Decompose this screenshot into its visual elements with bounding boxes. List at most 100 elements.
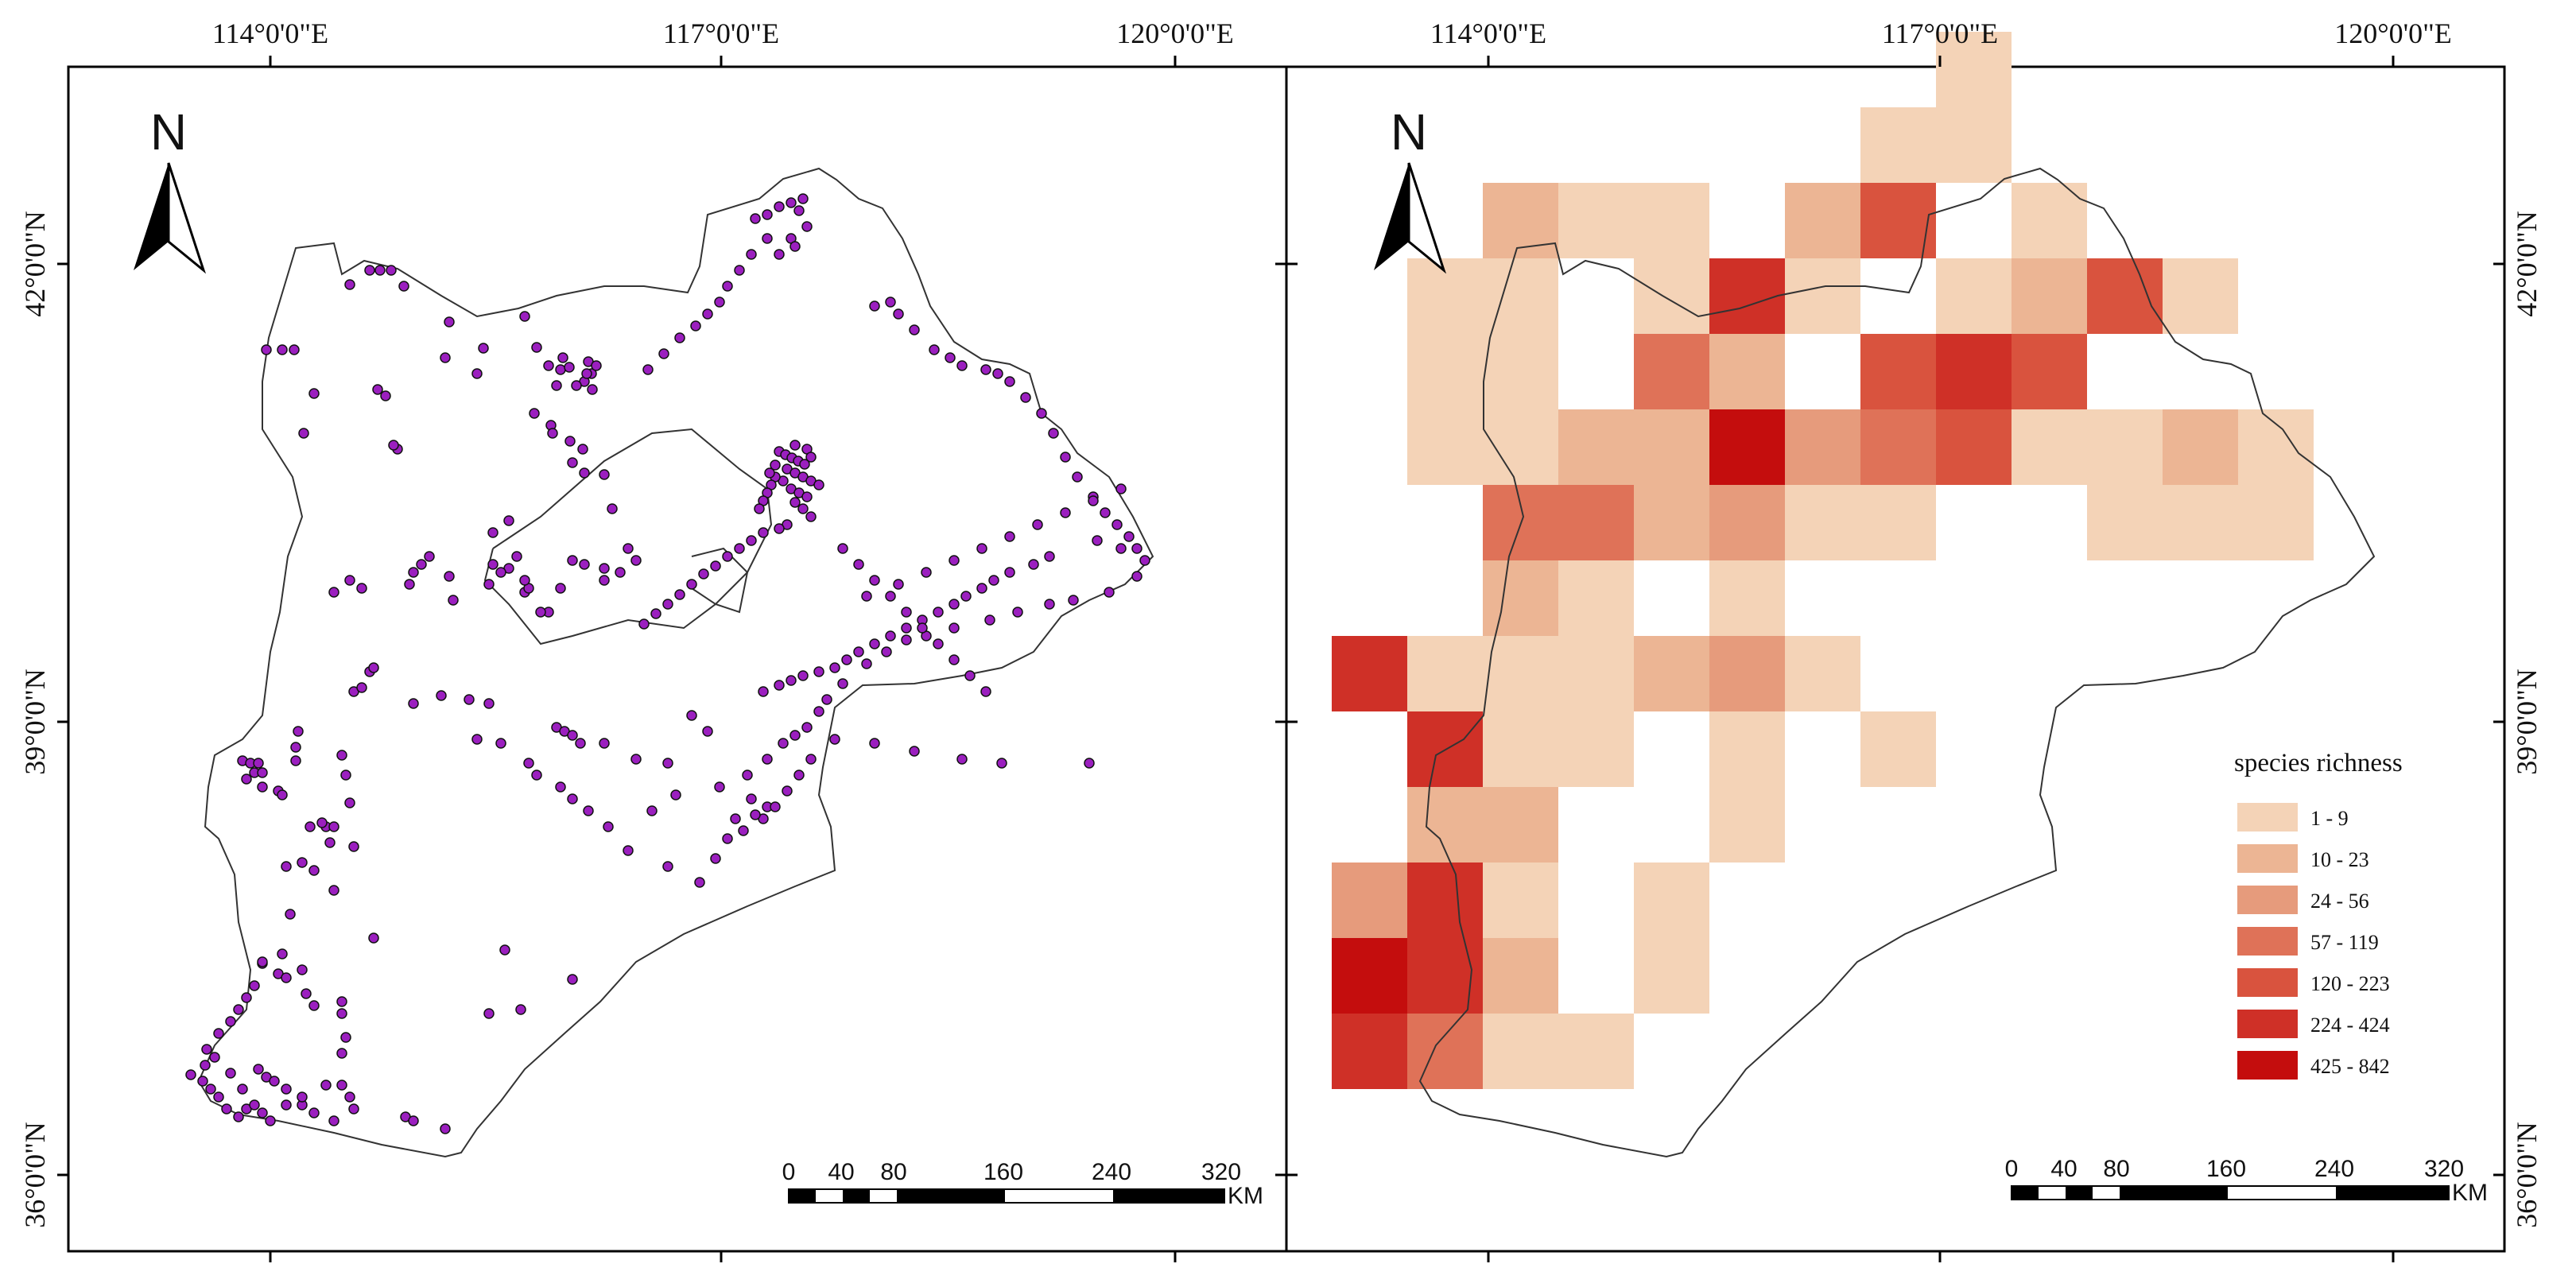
legend-label: 425 - 842 [2310,1055,2390,1078]
occurrence-point [917,622,928,634]
richness-cell [2087,409,2163,485]
richness-cell [1483,636,1558,711]
occurrence-point [1139,555,1150,566]
occurrence-point [557,352,568,363]
occurrence-point [298,428,309,439]
occurrence-point [495,567,506,578]
occurrence-point [408,1115,419,1126]
scale-bar: 0 40 80 160 240 320 KM [782,1159,1263,1209]
occurrence-point [674,589,685,600]
occurrence-point [869,300,880,312]
occurrence-point [658,348,669,359]
occurrence-point [1084,758,1095,769]
richness-cell [1785,183,1860,258]
scale-label: 80 [880,1159,906,1185]
occurrence-point [200,1060,211,1071]
occurrence-point [499,944,510,956]
occurrence-point [869,638,880,649]
occurrence-point [328,821,339,832]
occurrence-point [801,722,813,733]
richness-cell [1709,636,1785,711]
occurrence-point [956,754,968,765]
occurrence-point [949,622,960,634]
occurrence-point [308,865,320,876]
occurrence-point [257,1107,268,1118]
occurrence-point [662,861,673,872]
richness-grid [1332,32,2314,1089]
richness-cell [1407,863,1483,938]
occurrence-point [583,805,594,816]
occurrence-point [257,767,268,778]
occurrence-point [1092,535,1103,546]
occurrence-point [261,344,272,355]
occurrence-point [269,1076,280,1087]
richness-cell [1558,183,1634,258]
occurrence-point [289,344,300,355]
occurrence-point [529,408,540,419]
richness-cell [1634,409,1709,485]
occurrence-point [205,1083,216,1095]
occurrence-point [738,825,749,836]
occurrence-point [515,1004,526,1015]
occurrence-point [285,909,296,920]
occurrence-point [690,320,701,331]
occurrence-point [277,789,288,800]
occurrence-point [185,1069,196,1080]
richness-cell [1860,711,1936,787]
occurrence-point [348,841,359,852]
occurrence-point [564,362,575,373]
scale-label: 160 [2206,1156,2246,1182]
occurrence-point [1004,567,1015,578]
scale-label: 0 [782,1159,796,1185]
lat-label: 39°0'0"N [2511,669,2543,775]
occurrence-point [398,281,409,292]
occurrence-points [185,193,1150,1134]
richness-cell [2087,485,2163,560]
richness-cell [2238,409,2314,485]
occurrence-point [793,205,805,216]
occurrence-point [471,368,483,379]
occurrence-point [789,497,801,508]
occurrence-point [837,678,848,689]
scale-label: 320 [2424,1156,2464,1182]
scale-label: 320 [1201,1159,1241,1185]
richness-cell [1634,183,1709,258]
richness-cell [1332,863,1407,938]
occurrence-point [368,932,379,944]
occurrence-point [495,738,506,749]
scale-unit: KM [2452,1180,2488,1206]
occurrence-point [789,730,801,741]
occurrence-point [750,213,761,224]
scale-label: 0 [2005,1156,2019,1182]
occurrence-point [988,575,999,586]
occurrence-point [980,686,991,697]
legend: species richness 1 - 9 10 - 23 24 - 56 57 -… [2234,749,2403,1080]
richness-cell [1860,107,1936,183]
occurrence-point [929,344,940,355]
occurrence-point [336,996,347,1007]
occurrence-point [249,1099,260,1111]
occurrence-point [853,646,864,657]
occurrence-point [483,1008,495,1019]
occurrence-point [686,579,697,590]
occurrence-point [543,360,554,371]
north-arrow: N [134,103,207,274]
occurrence-point [976,583,987,594]
occurrence-point [694,877,705,888]
occurrence-point [746,535,757,546]
graticule-ticks [1286,56,2504,1262]
richness-cell [1936,258,2012,334]
occurrence-point [702,726,713,737]
occurrence-point [869,575,880,586]
occurrence-point [837,543,848,554]
occurrence-point [241,773,252,785]
occurrence-point [805,754,817,765]
occurrence-point [734,543,745,554]
occurrence-point [555,781,566,793]
richness-cell [1709,711,1785,787]
occurrence-point [797,670,809,681]
richness-cell [1558,485,1634,560]
occurrence-point [336,1048,347,1059]
richness-cell [2012,409,2087,485]
occurrence-point [591,360,602,371]
